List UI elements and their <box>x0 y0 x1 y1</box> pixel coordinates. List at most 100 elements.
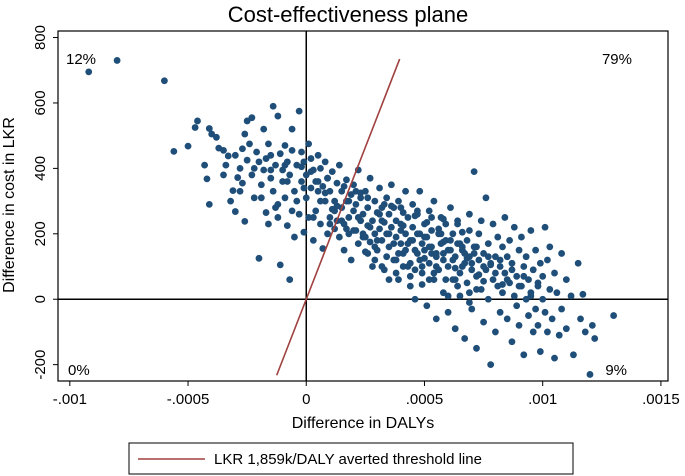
scatter-point <box>439 250 447 257</box>
scatter-point <box>366 174 374 182</box>
scatter-point <box>456 269 464 277</box>
scatter-point <box>430 269 438 277</box>
threshold-line <box>275 58 401 376</box>
scatter-point <box>399 222 407 230</box>
scatter-point <box>430 276 438 283</box>
scatter-point <box>428 227 435 234</box>
scatter-point <box>243 117 251 125</box>
scatter-point <box>404 240 412 248</box>
scatter-point <box>350 207 357 215</box>
scatter-point <box>435 225 443 233</box>
scatter-point <box>317 220 324 228</box>
scatter-point <box>480 263 487 270</box>
scatter-point <box>484 295 492 303</box>
scatter-point <box>324 174 331 182</box>
scatter-point <box>406 282 414 290</box>
scatter-point <box>489 220 497 228</box>
scatter-point <box>340 246 348 254</box>
quadrant-label-bottom-left: 0% <box>68 362 90 379</box>
scatter-point <box>286 276 294 283</box>
scatter-point <box>527 292 535 300</box>
scatter-point <box>461 335 469 342</box>
scatter-point <box>371 243 379 251</box>
scatter-point <box>343 176 350 184</box>
scatter-point <box>300 184 308 192</box>
x-tick-label: -.001 <box>53 391 87 408</box>
scatter-point <box>385 230 393 238</box>
scatter-point <box>439 289 447 297</box>
scatter-point <box>250 164 258 172</box>
scatter-point <box>257 194 265 202</box>
scatter-point <box>539 295 547 303</box>
scatter-point <box>513 302 521 310</box>
scatter-point <box>423 218 431 226</box>
scatter-point <box>473 344 480 352</box>
quadrant-label-top-left: 12% <box>66 51 96 68</box>
scatter-point <box>385 210 393 218</box>
scatter-point <box>265 220 272 228</box>
scatter-point <box>350 227 357 234</box>
scatter-point <box>553 289 561 297</box>
legend-label: LKR 1,859k/DALY averted threshold line <box>214 451 482 468</box>
scatter-point <box>432 263 440 270</box>
scatter-point <box>312 207 320 215</box>
scatter-point <box>307 168 315 176</box>
scatter-point <box>581 328 589 336</box>
scatter-point <box>567 292 575 300</box>
scatter-point <box>236 164 244 172</box>
scatter-point <box>241 217 249 225</box>
scatter-point <box>463 254 471 262</box>
x-tick-label: .0015 <box>642 391 680 408</box>
scatter-point <box>447 204 454 212</box>
scatter-point <box>463 236 471 244</box>
scatter-point <box>309 236 317 244</box>
scatter-point <box>286 171 294 179</box>
scatter-point <box>449 256 457 264</box>
scatter-point <box>442 276 450 283</box>
scatter-point <box>269 187 277 195</box>
x-tick-label: .0005 <box>406 391 444 408</box>
scatter-point <box>515 246 523 254</box>
scatter-point <box>283 178 291 185</box>
scatter-point <box>387 223 395 231</box>
scatter-point <box>482 194 490 202</box>
scatter-point <box>274 214 282 221</box>
scatter-point <box>395 276 402 283</box>
scatter-point <box>501 214 509 221</box>
y-tick-label: 800 <box>32 25 49 50</box>
legend-box <box>128 442 574 475</box>
scatter-point <box>359 230 367 238</box>
scatter-point <box>470 168 478 176</box>
scatter-point <box>496 256 504 264</box>
scatter-point <box>515 321 523 329</box>
scatter-point <box>369 217 376 225</box>
scatter-point <box>499 281 506 288</box>
scatter-point <box>383 194 391 202</box>
scatter-point <box>354 214 362 221</box>
scatter-point <box>347 191 355 198</box>
scatter-point <box>224 152 232 160</box>
scatter-point <box>539 272 547 280</box>
scatter-point <box>234 174 242 181</box>
scatter-point <box>352 200 360 208</box>
scatter-point <box>265 140 272 148</box>
quadrant-label-top-right: 79% <box>602 51 632 68</box>
y-tick-label: -200 <box>32 350 49 380</box>
scatter-point <box>371 256 379 264</box>
scatter-point <box>551 269 558 277</box>
scatter-point <box>366 223 374 231</box>
scatter-point <box>534 279 542 287</box>
scatter-point <box>295 210 303 218</box>
scatter-point <box>378 236 386 244</box>
scatter-point <box>321 197 329 205</box>
scatter-point <box>477 286 485 293</box>
scatter-point <box>444 246 452 254</box>
scatter-point <box>274 200 282 208</box>
scatter-point <box>335 233 343 241</box>
scatter-point <box>518 233 525 241</box>
scatter-point <box>191 124 199 131</box>
scatter-point <box>376 210 383 218</box>
scatter-point <box>487 361 495 369</box>
scatter-point <box>444 308 452 316</box>
scatter-point <box>392 233 400 241</box>
